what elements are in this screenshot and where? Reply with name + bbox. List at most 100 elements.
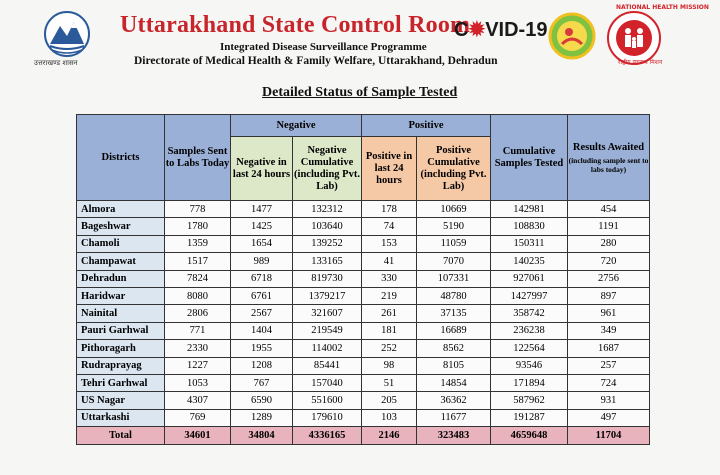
cell-cumulative-samples: 587962 — [490, 391, 568, 410]
table-row: Haridwar 8080 6761 1379217 219 48780 1427997 89… — [76, 286, 650, 306]
cell-results-awaited: 257 — [567, 356, 650, 375]
cell-negative-cumulative: 85441 — [292, 356, 362, 375]
cell-district: Rudraprayag — [76, 356, 165, 375]
cell-positive-cumulative: 11059 — [416, 234, 491, 254]
cell-cumulative-samples: 171894 — [490, 373, 568, 393]
cell-negative-24h: 6718 — [230, 269, 293, 288]
cell-results-awaited: 349 — [567, 321, 650, 341]
cell-district: Pauri Garhwal — [76, 321, 165, 341]
cell-cumulative-samples: 93546 — [490, 356, 568, 375]
table-row: Chamoli 1359 1654 139252 153 11059 150311 280 — [76, 234, 650, 254]
header-districts: Districts — [76, 114, 165, 201]
nhm-text-bottom: राष्ट्रीय स्वास्थ्य मिशन — [618, 59, 663, 66]
cell-positive-24h: 153 — [361, 234, 417, 254]
cell-negative-24h: 6590 — [230, 391, 293, 410]
cell-district: Haridwar — [76, 286, 165, 306]
cell-negative-24h: 767 — [230, 373, 293, 393]
cell-positive-cumulative: 37135 — [416, 304, 491, 323]
cell-positive-24h: 103 — [361, 408, 417, 428]
cell-positive-24h: 98 — [361, 356, 417, 375]
cell-negative-cumulative: 551600 — [292, 391, 362, 410]
cell-samples-sent: 778 — [164, 199, 231, 219]
cell-positive-24h: 74 — [361, 217, 417, 236]
table-row: Champawat 1517 989 133165 41 7070 140235 720 — [76, 252, 650, 271]
cell-cumulative-samples: 191287 — [490, 408, 568, 428]
cell-positive-cumulative: 7070 — [416, 252, 491, 271]
cell-results-awaited: 897 — [567, 286, 650, 306]
cell-samples-sent: 2806 — [164, 304, 231, 323]
cell-positive-cumulative: 11677 — [416, 408, 491, 428]
cell-negative-24h: 989 — [230, 252, 293, 271]
cell-negative-cumulative: 133165 — [292, 252, 362, 271]
cell-results-awaited: 931 — [567, 391, 650, 410]
total-samples-sent: 34601 — [164, 426, 231, 446]
cell-negative-cumulative: 321607 — [292, 304, 362, 323]
cell-samples-sent: 2330 — [164, 339, 231, 358]
cell-positive-cumulative: 5190 — [416, 217, 491, 236]
cell-positive-24h: 330 — [361, 269, 417, 288]
cell-district: US Nagar — [76, 391, 165, 410]
cell-district: Bageshwar — [76, 217, 165, 236]
cell-samples-sent: 8080 — [164, 286, 231, 306]
page-title: Uttarakhand State Control Room — [120, 12, 471, 38]
table-row: Dehradun 7824 6718 819730 330 107331 927061 275… — [76, 269, 650, 288]
cell-cumulative-samples: 140235 — [490, 252, 568, 271]
cell-district: Pithoragarh — [76, 339, 165, 358]
table-row: Pithoragarh 2330 1955 114002 252 8562 122564 16… — [76, 339, 650, 358]
cell-negative-24h: 1289 — [230, 408, 293, 428]
total-district: Total — [76, 426, 165, 446]
cell-positive-24h: 219 — [361, 286, 417, 306]
cell-samples-sent: 7824 — [164, 269, 231, 288]
cell-cumulative-samples: 108830 — [490, 217, 568, 236]
virus-icon: ✹ — [468, 19, 486, 41]
table-row: Almora 778 1477 132312 178 10669 142981 454 — [76, 199, 650, 219]
cell-results-awaited: 280 — [567, 234, 650, 254]
cell-samples-sent: 769 — [164, 408, 231, 428]
cell-negative-cumulative: 219549 — [292, 321, 362, 341]
header-results-awaited: Results Awaited (including sample sent t… — [567, 114, 650, 201]
emblem-caption: उत्तराखण्ड शासन — [34, 59, 78, 67]
cell-negative-cumulative: 114002 — [292, 339, 362, 358]
nhm-logo-icon — [607, 11, 661, 65]
cell-negative-cumulative: 139252 — [292, 234, 362, 254]
cell-negative-cumulative: 132312 — [292, 199, 362, 219]
cell-positive-24h: 41 — [361, 252, 417, 271]
cell-samples-sent: 1227 — [164, 356, 231, 375]
cell-district: Nainital — [76, 304, 165, 323]
header-samples-sent: Samples Sent to Labs Today — [164, 114, 231, 201]
cell-cumulative-samples: 122564 — [490, 339, 568, 358]
cell-negative-cumulative: 1379217 — [292, 286, 362, 306]
table-row: Rudraprayag 1227 1208 85441 98 8105 93546 257 — [76, 356, 650, 375]
sample-status-table: Districts Samples Sent to Labs Today Neg… — [76, 114, 650, 446]
covid-title: C✹VID-19 — [454, 19, 548, 41]
header-positive-24h: Positive in last 24 hours — [361, 136, 417, 201]
header-negative-24h: Negative in last 24 hours — [230, 136, 293, 201]
subtitle-programme: Integrated Disease Surveillance Programm… — [220, 41, 427, 53]
nhm-text-top: NATIONAL HEALTH MISSION — [616, 4, 709, 11]
cell-positive-cumulative: 10669 — [416, 199, 491, 219]
cell-results-awaited: 2756 — [567, 269, 650, 288]
header-positive-group: Positive — [361, 114, 491, 137]
cell-negative-cumulative: 819730 — [292, 269, 362, 288]
cell-negative-24h: 2567 — [230, 304, 293, 323]
cell-positive-24h: 178 — [361, 199, 417, 219]
cell-negative-24h: 1955 — [230, 339, 293, 358]
cell-samples-sent: 1359 — [164, 234, 231, 254]
cell-district: Champawat — [76, 252, 165, 271]
total-row: Total 34601 34804 4336165 2146 323483 4659648 1… — [76, 426, 650, 446]
table-row: US Nagar 4307 6590 551600 205 36362 587962 931 — [76, 391, 650, 410]
cell-results-awaited: 1687 — [567, 339, 650, 358]
cell-positive-cumulative: 107331 — [416, 269, 491, 288]
total-negative-24h: 34804 — [230, 426, 293, 446]
uttarakhand-emblem-icon — [44, 11, 90, 57]
cell-negative-24h: 1425 — [230, 217, 293, 236]
cell-negative-24h: 1654 — [230, 234, 293, 254]
cell-positive-24h: 205 — [361, 391, 417, 410]
cell-results-awaited: 720 — [567, 252, 650, 271]
cell-samples-sent: 4307 — [164, 391, 231, 410]
header-cumulative-samples: Cumulative Samples Tested — [490, 114, 568, 201]
cell-cumulative-samples: 150311 — [490, 234, 568, 254]
cell-cumulative-samples: 358742 — [490, 304, 568, 323]
table-row: Bageshwar 1780 1425 103640 74 5190 108830 1191 — [76, 217, 650, 236]
